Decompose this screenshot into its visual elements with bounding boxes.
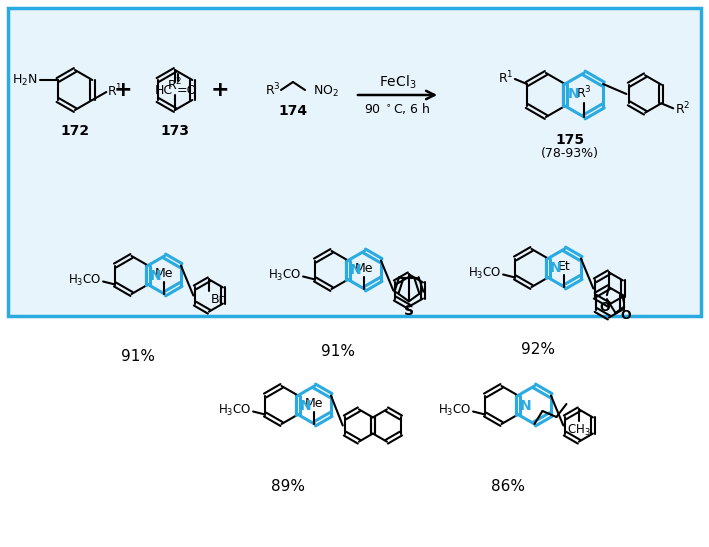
- Text: R$^2$: R$^2$: [675, 101, 691, 118]
- Text: NO$_2$: NO$_2$: [313, 84, 339, 98]
- Text: +: +: [113, 80, 133, 100]
- Text: H$_3$CO: H$_3$CO: [468, 266, 501, 281]
- Text: R$^2$: R$^2$: [167, 77, 183, 93]
- Text: N: N: [350, 264, 362, 277]
- Text: 173: 173: [160, 124, 189, 138]
- Text: H$_2$N: H$_2$N: [12, 72, 38, 88]
- Text: FeCl$_3$: FeCl$_3$: [379, 74, 416, 91]
- Text: N: N: [150, 269, 162, 282]
- Text: =O: =O: [177, 84, 198, 97]
- Text: N: N: [300, 399, 312, 412]
- Text: S: S: [404, 304, 414, 318]
- Text: 92%: 92%: [521, 342, 555, 357]
- Text: 172: 172: [60, 124, 89, 138]
- Text: Me: Me: [155, 267, 174, 280]
- Text: R$^1$: R$^1$: [498, 69, 514, 86]
- Text: N: N: [568, 87, 580, 101]
- Text: 89%: 89%: [271, 479, 305, 494]
- Text: O: O: [621, 309, 632, 322]
- Text: 91%: 91%: [321, 344, 355, 359]
- Bar: [8, 8, 701, 316]
- Text: N: N: [550, 261, 562, 276]
- Text: R$^3$: R$^3$: [265, 82, 281, 98]
- Text: (78-93%): (78-93%): [541, 147, 599, 160]
- Text: N: N: [520, 399, 532, 412]
- Text: 90 $^\circ$C, 6 h: 90 $^\circ$C, 6 h: [364, 101, 431, 116]
- Text: 91%: 91%: [121, 349, 155, 364]
- Text: R$^3$: R$^3$: [576, 84, 592, 101]
- Text: Et: Et: [558, 260, 571, 273]
- Text: O: O: [600, 301, 610, 314]
- Text: Me: Me: [305, 397, 324, 410]
- Text: Br: Br: [211, 293, 225, 306]
- Text: 86%: 86%: [491, 479, 525, 494]
- Text: H$_3$CO: H$_3$CO: [68, 273, 101, 288]
- Text: CH$_3$: CH$_3$: [567, 423, 591, 439]
- Text: HC: HC: [155, 84, 173, 97]
- Text: 175: 175: [555, 133, 584, 147]
- Text: R$^1$: R$^1$: [107, 83, 123, 100]
- Text: +: +: [211, 80, 229, 100]
- Text: 174: 174: [279, 104, 308, 118]
- Text: H$_3$CO: H$_3$CO: [437, 403, 471, 418]
- Text: H$_3$CO: H$_3$CO: [218, 403, 251, 418]
- Text: H$_3$CO: H$_3$CO: [268, 268, 301, 283]
- Text: Me: Me: [355, 262, 374, 275]
